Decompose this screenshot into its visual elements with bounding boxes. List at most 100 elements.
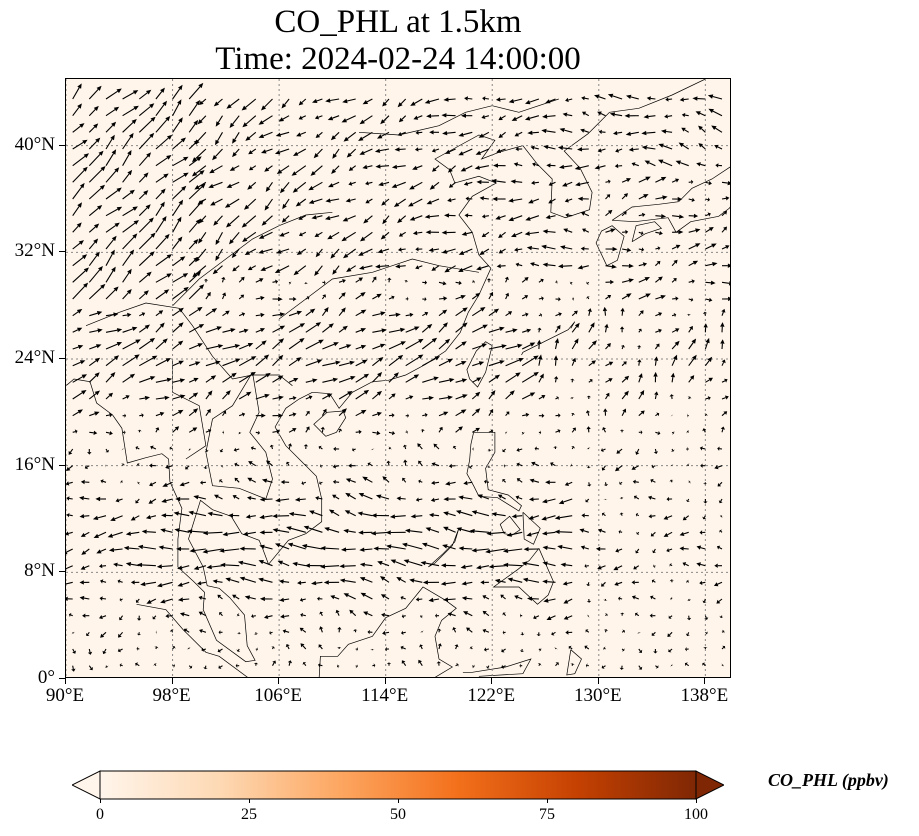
wind-arrow-head [479, 196, 485, 201]
coastline-3 [66, 378, 323, 663]
wind-arrow-head [481, 214, 486, 219]
wind-arrow [441, 248, 456, 254]
wind-arrow [388, 295, 395, 300]
wind-arrow-head [324, 307, 329, 313]
wind-arrow [482, 610, 490, 617]
wind-arrow-head [236, 613, 240, 617]
wind-arrow-shaft [315, 581, 323, 584]
wind-arrow-head [380, 119, 386, 125]
wind-arrow [372, 411, 382, 417]
lon-tick-mark [278, 678, 280, 684]
wind-arrow-head [494, 374, 501, 380]
wind-arrow-head [603, 484, 609, 487]
wind-arrow-shaft [249, 596, 256, 600]
wind-arrow [420, 630, 424, 633]
wind-arrow-shaft [205, 294, 210, 300]
wind-arrow-shaft [236, 463, 240, 467]
wind-arrow [377, 561, 390, 567]
wind-arrow [695, 111, 706, 117]
wind-arrow-head [162, 338, 168, 344]
wind-arrow-shaft [605, 181, 609, 183]
wind-arrow-shaft [463, 547, 473, 550]
wind-arrow-head [443, 526, 449, 531]
wind-arrow [422, 580, 440, 585]
wind-arrow [88, 123, 99, 133]
wind-arrow-shaft [105, 189, 119, 200]
wind-arrow-head [551, 631, 555, 636]
wind-arrow-head [410, 514, 416, 519]
wind-arrow [377, 131, 390, 139]
wind-arrow-head [330, 253, 336, 259]
wind-arrow-head [515, 146, 519, 152]
wind-arrow-head [193, 565, 200, 570]
wind-arrow-shaft [272, 341, 281, 350]
wind-arrow-shaft [130, 563, 140, 567]
wind-arrow-head [610, 279, 614, 285]
wind-arrow [559, 128, 573, 133]
wind-arrow-head [250, 446, 254, 451]
wind-arrow-head [463, 480, 468, 486]
wind-arrow-head [242, 237, 248, 242]
colorbar-tick-mark [696, 799, 697, 803]
wind-arrow-head [564, 198, 569, 203]
wind-arrow-head [322, 294, 326, 298]
wind-arrow-shaft [648, 115, 656, 118]
wind-arrow-head [461, 581, 467, 586]
wind-arrow [705, 180, 712, 186]
wind-arrow-shaft [571, 429, 575, 433]
wind-arrow-head [79, 360, 86, 365]
wind-arrow-head [631, 595, 636, 600]
coastline-2 [466, 341, 493, 388]
wind-arrow-head [127, 150, 132, 156]
wind-arrow-head [422, 580, 428, 585]
wind-arrow [255, 354, 270, 367]
wind-arrow [471, 292, 481, 300]
wind-arrow-shaft [114, 515, 123, 520]
wind-arrow-shaft [405, 396, 411, 400]
wind-arrow-shaft [72, 665, 74, 670]
wind-arrow-shaft [603, 513, 606, 517]
wind-arrow [242, 115, 257, 128]
wind-arrow-shaft [685, 515, 690, 519]
wind-arrow-head [210, 375, 217, 380]
wind-arrow-shaft [172, 310, 181, 317]
wind-arrow-shaft [420, 646, 423, 650]
wind-arrow [310, 165, 323, 176]
wind-arrow-shaft [433, 514, 440, 517]
wind-arrow [80, 565, 90, 570]
wind-arrow [68, 448, 74, 455]
wind-arrow-head [97, 205, 103, 210]
wind-arrow [438, 281, 447, 286]
wind-arrow-shaft [453, 629, 457, 633]
wind-arrow-shaft [472, 362, 480, 367]
wind-arrow-head [492, 196, 498, 202]
wind-arrow-shaft [233, 165, 240, 169]
wind-arrow-head [496, 263, 501, 269]
wind-arrow-head [135, 500, 139, 504]
wind-arrow-shaft [188, 379, 195, 383]
wind-arrow-shaft [97, 531, 107, 537]
wind-arrow-shaft [237, 614, 240, 617]
wind-arrow-shaft [237, 648, 240, 651]
wind-arrow [597, 111, 606, 117]
wind-arrow [488, 326, 505, 333]
wind-arrow [172, 156, 189, 167]
wind-arrow-head [94, 372, 100, 378]
wind-arrow [258, 231, 273, 239]
wind-arrow [377, 248, 390, 254]
wind-arrow-head [105, 463, 107, 468]
wind-arrow-shaft [170, 447, 173, 450]
wind-arrow-shaft [467, 181, 473, 185]
wind-arrow-shaft [490, 548, 506, 552]
wind-arrow [206, 564, 223, 570]
wind-arrow [605, 361, 614, 367]
wind-arrow-shaft [584, 113, 590, 117]
wind-arrow-head [580, 211, 586, 216]
wind-arrow [422, 395, 434, 401]
wind-arrow [339, 578, 356, 583]
wind-arrow [203, 278, 209, 283]
wind-arrow [297, 580, 306, 585]
wind-arrow [721, 196, 730, 201]
wind-arrow-head [454, 644, 459, 648]
wind-arrow-shaft [72, 256, 84, 267]
